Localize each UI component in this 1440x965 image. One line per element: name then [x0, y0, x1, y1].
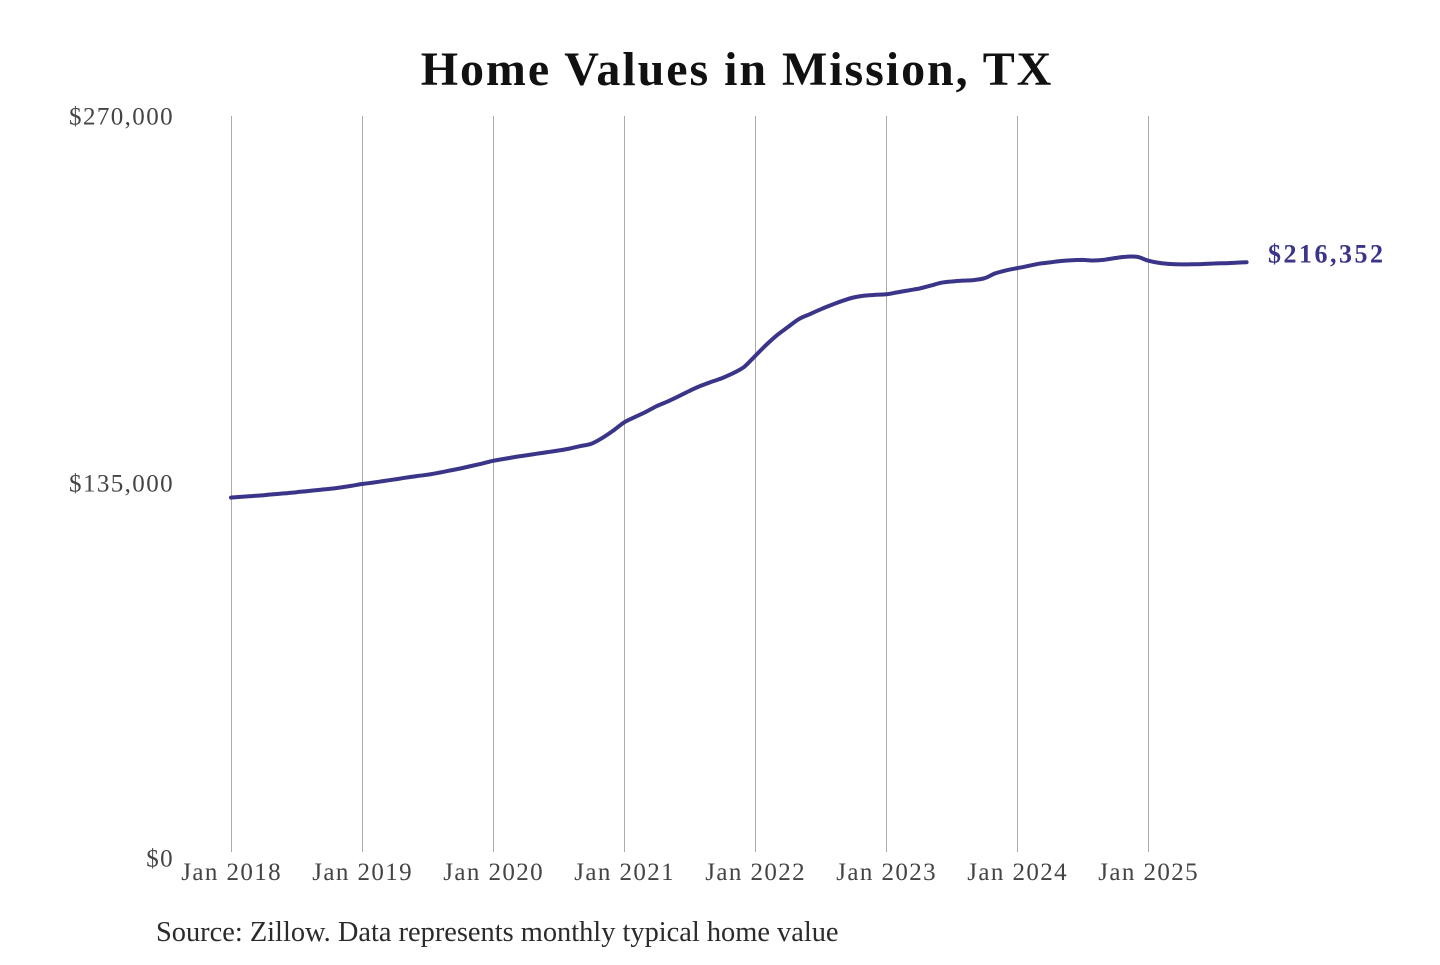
svg-text:$135,000: $135,000: [69, 471, 174, 498]
svg-text:$0: $0: [146, 846, 174, 873]
svg-text:Source: Zillow. Data represent: Source: Zillow. Data represents monthly …: [156, 917, 839, 948]
svg-text:$216,352: $216,352: [1268, 240, 1386, 269]
svg-text:Jan 2020: Jan 2020: [443, 859, 544, 886]
svg-text:Jan 2024: Jan 2024: [967, 859, 1068, 886]
svg-text:Jan 2021: Jan 2021: [574, 859, 675, 886]
svg-text:Jan 2023: Jan 2023: [836, 859, 937, 886]
svg-text:Jan 2018: Jan 2018: [181, 859, 282, 886]
svg-text:Jan 2025: Jan 2025: [1098, 859, 1199, 886]
svg-text:Jan 2019: Jan 2019: [312, 859, 413, 886]
svg-text:$270,000: $270,000: [69, 104, 174, 131]
svg-text:Home Values in Mission, TX: Home Values in Mission, TX: [421, 43, 1054, 96]
svg-text:Jan 2022: Jan 2022: [705, 859, 806, 886]
